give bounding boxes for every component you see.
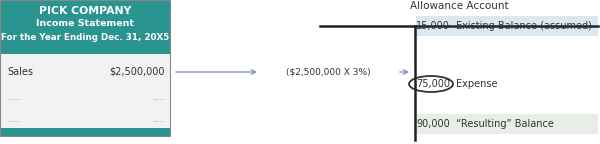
Bar: [416, 16, 598, 36]
FancyArrowPatch shape: [176, 70, 256, 74]
Text: For the Year Ending Dec. 31, 20X5: For the Year Ending Dec. 31, 20X5: [1, 33, 169, 41]
Bar: [0, 128, 170, 136]
FancyArrowPatch shape: [400, 70, 407, 74]
Text: ($2,500,000 X 3%): ($2,500,000 X 3%): [286, 68, 371, 76]
Bar: [0, 0, 170, 54]
Bar: [0, 0, 170, 136]
Text: “Resulting” Balance: “Resulting” Balance: [456, 119, 554, 129]
Text: 90,000: 90,000: [416, 119, 450, 129]
Text: PICK COMPANY: PICK COMPANY: [39, 6, 131, 16]
Text: Sales: Sales: [7, 67, 33, 77]
Text: Expense: Expense: [456, 79, 497, 89]
Text: Allowance Account: Allowance Account: [410, 1, 508, 11]
Text: .....: .....: [7, 93, 20, 103]
Text: $2,500,000: $2,500,000: [110, 67, 165, 77]
Text: .....: .....: [7, 115, 20, 125]
Text: 15,000: 15,000: [416, 21, 450, 31]
Text: Existing Balance (assumed): Existing Balance (assumed): [456, 21, 592, 31]
Text: .....: .....: [152, 93, 165, 103]
Bar: [0, 54, 170, 128]
Text: Income Statement: Income Statement: [36, 19, 134, 29]
Text: .....: .....: [152, 115, 165, 125]
Text: 75,000: 75,000: [416, 79, 450, 89]
Bar: [416, 114, 598, 134]
